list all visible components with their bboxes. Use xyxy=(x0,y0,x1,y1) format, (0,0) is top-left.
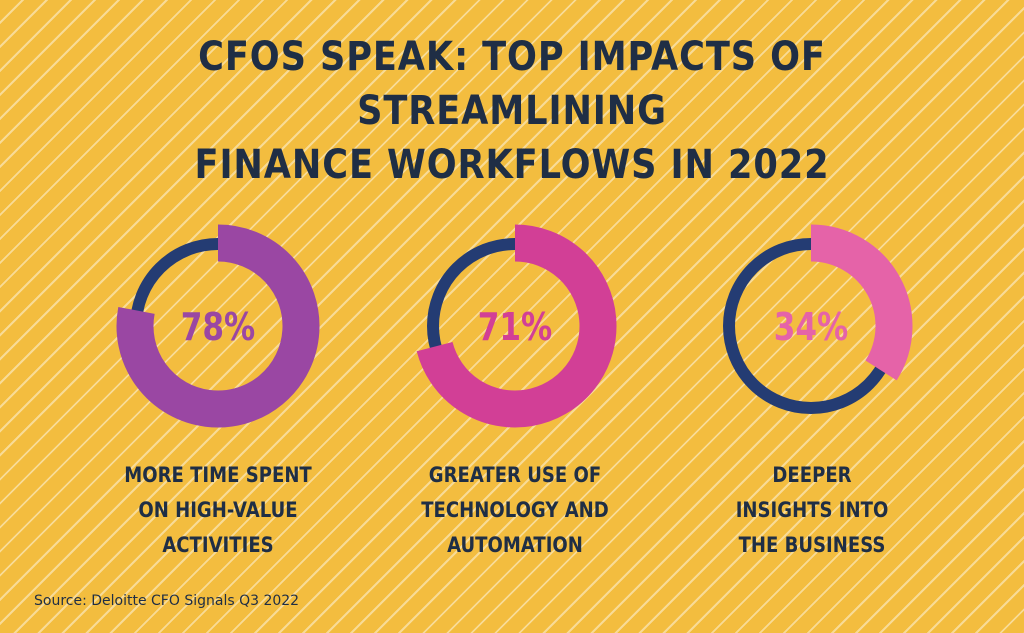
percent-label-2: 71% xyxy=(478,306,553,350)
caption-1-line-1: MORE TIME SPENT xyxy=(124,463,312,487)
percent-label-1: 78% xyxy=(181,306,256,350)
donut-arc-1 xyxy=(116,224,320,428)
donut-chart-3: 34% xyxy=(723,224,913,414)
caption-2: GREATER USE OF TECHNOLOGY AND AUTOMATION xyxy=(412,458,618,563)
source-note: Source: Deloitte CFO Signals Q3 2022 xyxy=(34,593,300,609)
caption-3-line-1: DEEPER xyxy=(772,463,852,487)
title-line-2: FINANCE WORKFLOWS IN 2022 xyxy=(194,142,830,188)
caption-1-line-2: ON HIGH-VALUE xyxy=(138,498,298,522)
donut-arc-3 xyxy=(810,224,913,381)
page-title: CFOS SPEAK: TOP IMPACTS OF STREAMLINING … xyxy=(61,30,962,192)
caption-1-line-3: ACTIVITIES xyxy=(162,533,274,557)
title-line-1: CFOS SPEAK: TOP IMPACTS OF STREAMLINING xyxy=(198,34,826,134)
caption-1: MORE TIME SPENT ON HIGH-VALUE ACTIVITIES xyxy=(115,458,321,563)
donut-arc-2 xyxy=(416,224,617,428)
caption-3-line-2: INSIGHTS INTO xyxy=(735,498,889,522)
caption-2-line-3: AUTOMATION xyxy=(447,533,583,557)
donut-chart-2: 71% xyxy=(416,224,617,428)
caption-2-line-1: GREATER USE OF xyxy=(428,463,602,487)
caption-2-line-2: TECHNOLOGY AND xyxy=(421,498,609,522)
donut-chart-1: 78% xyxy=(116,224,320,428)
caption-3-line-3: THE BUSINESS xyxy=(738,533,886,557)
caption-3: DEEPER INSIGHTS INTO THE BUSINESS xyxy=(709,458,915,563)
percent-label-3: 34% xyxy=(774,306,849,350)
